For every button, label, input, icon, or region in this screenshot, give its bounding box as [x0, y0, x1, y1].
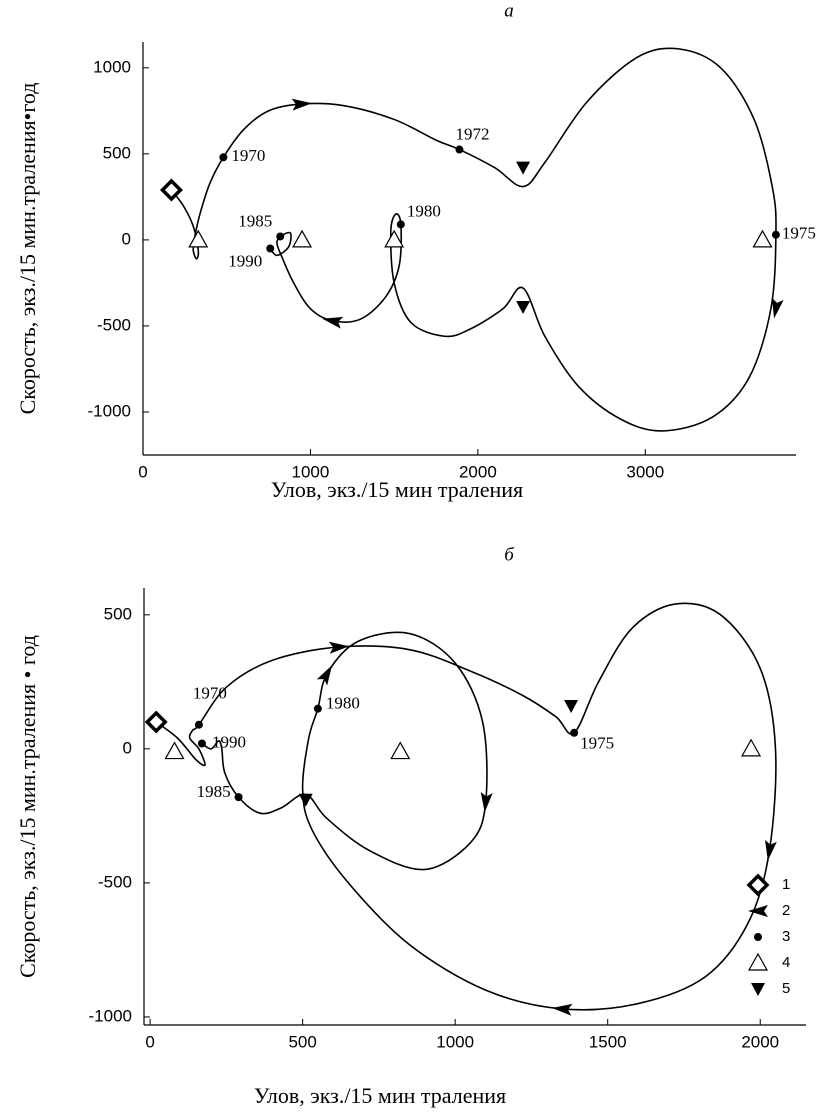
year-point	[234, 793, 243, 802]
year-label: 1970	[193, 684, 227, 703]
trajectory	[170, 47, 777, 432]
legend-label: 3	[782, 928, 790, 945]
x-tick-label: 2000	[741, 1032, 779, 1051]
trajectory	[155, 602, 777, 1011]
equilibrium-marker	[384, 229, 405, 248]
turn-marker	[298, 793, 313, 807]
year-label: 1985	[197, 782, 231, 801]
x-tick-label: 0	[138, 462, 147, 481]
legend-label: 5	[782, 980, 790, 997]
turn-marker	[516, 161, 531, 175]
year-point	[570, 728, 579, 737]
x-tick-label: 1500	[589, 1032, 627, 1051]
y-axis-label: Скорость, экз./15 мин.траления • год	[15, 635, 40, 978]
equilibrium-marker	[292, 229, 313, 248]
year-point	[194, 720, 203, 729]
x-axis-label: Улов, экз./15 мин траления	[271, 477, 523, 502]
legend-marker	[747, 952, 769, 971]
y-tick-label: -1000	[89, 1006, 132, 1025]
equilibrium-marker	[741, 738, 762, 757]
legend-marker	[748, 905, 768, 917]
direction-arrow	[328, 641, 350, 654]
legend-marker	[746, 873, 770, 897]
year-label: 1970	[231, 146, 265, 165]
start-marker	[144, 710, 168, 734]
y-tick-label: 500	[104, 604, 132, 623]
y-tick-label: 500	[103, 143, 131, 162]
y-tick-label: 0	[123, 738, 132, 757]
legend-label: 4	[782, 954, 790, 971]
direction-arrow	[765, 839, 777, 861]
x-tick-label: 500	[288, 1032, 316, 1051]
legend-label: 2	[782, 902, 790, 919]
start-marker	[159, 178, 183, 202]
year-point	[266, 244, 275, 253]
year-point	[276, 232, 285, 241]
x-axis-label: Улов, экз./15 мин траления	[254, 1083, 506, 1108]
turn-marker	[564, 699, 579, 713]
year-point	[197, 739, 206, 748]
legend-marker	[751, 983, 765, 996]
direction-arrow	[551, 1003, 573, 1016]
x-tick-label: 2000	[459, 462, 497, 481]
year-point	[396, 220, 405, 229]
x-tick-label: 3000	[626, 462, 664, 481]
legend-marker	[754, 933, 762, 941]
direction-arrow	[771, 297, 784, 319]
year-label: 1975	[580, 734, 614, 753]
y-tick-label: 1000	[93, 57, 131, 76]
direction-arrow	[322, 316, 344, 329]
legend-label: 1	[782, 876, 790, 893]
x-tick-label: 0	[145, 1032, 154, 1051]
y-axis-label: Скорость, экз./15 мин.траления•год	[15, 83, 40, 415]
year-label: 1975	[782, 224, 816, 243]
equilibrium-marker	[164, 741, 185, 760]
equilibrium-marker	[188, 229, 209, 248]
y-tick-label: 0	[122, 229, 131, 248]
direction-arrow	[291, 98, 313, 111]
year-label: 1972	[455, 124, 489, 143]
year-label: 1990	[228, 251, 262, 270]
y-tick-label: -500	[97, 315, 131, 334]
direction-arrow	[480, 791, 493, 813]
year-point	[219, 153, 228, 162]
year-point	[771, 230, 780, 239]
year-label: 1980	[326, 694, 360, 713]
equilibrium-marker	[390, 741, 411, 760]
chart-title: а	[504, 0, 514, 21]
equilibrium-marker	[752, 229, 773, 248]
year-point	[313, 704, 322, 713]
direction-arrow	[316, 665, 333, 686]
year-label: 1980	[407, 201, 441, 220]
x-tick-label: 1000	[436, 1032, 474, 1051]
x-tick-label: 1000	[292, 462, 330, 481]
year-label: 1990	[212, 732, 246, 751]
year-label: 1985	[238, 211, 272, 230]
y-tick-label: -1000	[88, 401, 131, 420]
y-tick-label: -500	[98, 872, 132, 891]
year-point	[455, 145, 464, 154]
turn-marker	[516, 301, 531, 315]
chart-title: б	[504, 544, 515, 565]
